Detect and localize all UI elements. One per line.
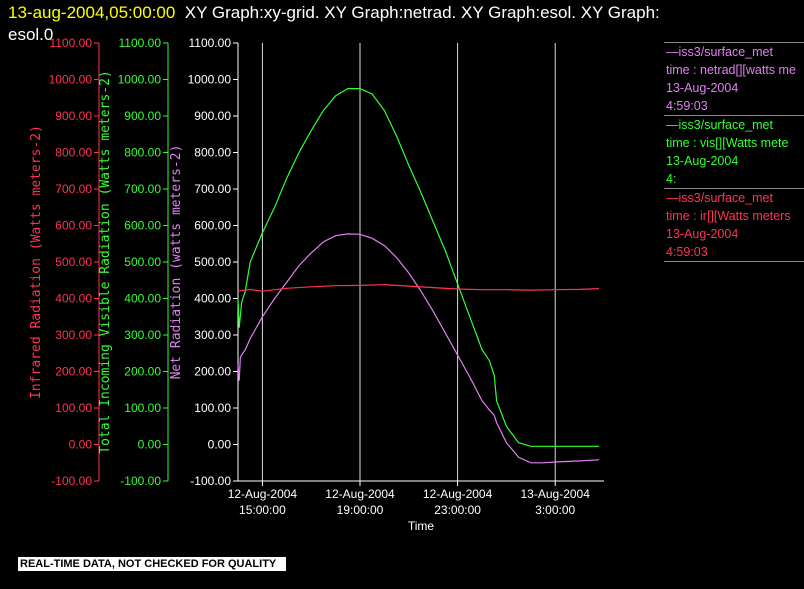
x-tick-label: 15:00:00 xyxy=(239,503,286,517)
legend-source: —iss3/surface_met xyxy=(666,191,773,205)
y-tick-label: 500.00 xyxy=(124,255,161,269)
legend-time: 4: xyxy=(666,172,677,186)
y-tick-label: 1000.00 xyxy=(188,73,232,87)
y-tick-label: -100.00 xyxy=(51,474,92,488)
y-tick-label: 500.00 xyxy=(55,255,92,269)
x-tick-label: 12-Aug-2004 xyxy=(228,487,298,501)
title-graph-list-cont: esol.0 xyxy=(8,25,54,44)
x-tick-label: 19:00:00 xyxy=(337,503,384,517)
y-tick-label: 500.00 xyxy=(194,255,231,269)
title-date: 13-aug-2004,05:00:00 xyxy=(8,3,176,22)
y-tick-label: 0.00 xyxy=(69,438,93,452)
title-graph-list: XY Graph:xy-grid. XY Graph:netrad. XY Gr… xyxy=(184,3,660,22)
y-tick-label: 900.00 xyxy=(124,109,161,123)
y-tick-label: 1100.00 xyxy=(50,36,93,50)
y-tick-label: 300.00 xyxy=(194,328,231,342)
series-line-netrad xyxy=(237,233,600,464)
legend-source: —iss3/surface_met xyxy=(666,118,773,132)
legend-entry-vis: —iss3/surface_met time : vis[][Watts met… xyxy=(664,115,804,188)
y-tick-label: 1100.00 xyxy=(189,36,232,50)
legend-entry-ir: —iss3/surface_met time : ir[][Watts mete… xyxy=(664,188,804,262)
y-tick-label: 700.00 xyxy=(124,182,161,196)
y-tick-label: 1000.00 xyxy=(118,73,162,87)
y-tick-label: 900.00 xyxy=(194,109,231,123)
y-axis-title: Total Incoming Visible Radiation (Watts … xyxy=(98,70,113,454)
y-tick-label: 1000.00 xyxy=(49,73,93,87)
y-tick-label: 100.00 xyxy=(194,401,231,415)
y-tick-label: 100.00 xyxy=(55,401,92,415)
y-tick-label: 900.00 xyxy=(55,109,92,123)
legend-variable: time : netrad[][watts me xyxy=(666,63,796,77)
y-tick-label: 100.00 xyxy=(124,401,161,415)
y-tick-label: 200.00 xyxy=(124,365,161,379)
legend: —iss3/surface_met time : netrad[][watts … xyxy=(664,42,804,262)
y-tick-label: 800.00 xyxy=(124,146,161,160)
y-tick-label: 700.00 xyxy=(194,182,231,196)
legend-time: 4:59:03 xyxy=(666,245,708,259)
x-tick-label: 13-Aug-2004 xyxy=(521,487,591,501)
y-tick-label: 600.00 xyxy=(55,219,92,233)
x-tick-label: 12-Aug-2004 xyxy=(325,487,395,501)
y-tick-label: 0.00 xyxy=(138,438,162,452)
y-axis-title: Infrared Radiation (Watts meters-2) xyxy=(29,125,44,399)
legend-source: —iss3/surface_met xyxy=(666,45,773,59)
y-tick-label: 600.00 xyxy=(124,219,161,233)
y-tick-label: 700.00 xyxy=(55,182,92,196)
y-tick-label: 0.00 xyxy=(208,438,232,452)
x-axis-title: Time xyxy=(408,519,435,533)
quality-notice: REAL-TIME DATA, NOT CHECKED FOR QUALITY xyxy=(18,557,287,571)
y-tick-label: 600.00 xyxy=(194,219,231,233)
y-tick-label: 400.00 xyxy=(55,292,92,306)
legend-variable: time : vis[][Watts mete xyxy=(666,136,789,150)
y-tick-label: 400.00 xyxy=(124,292,161,306)
y-tick-label: 1100.00 xyxy=(119,36,162,50)
y-axis-title: Net Radiation (watts meters-2) xyxy=(169,145,184,380)
legend-date: 13-Aug-2004 xyxy=(666,227,739,241)
legend-entry-netrad: —iss3/surface_met time : netrad[][watts … xyxy=(664,42,804,115)
y-tick-label: 300.00 xyxy=(55,328,92,342)
legend-variable: time : ir[][Watts meters xyxy=(666,209,791,223)
y-tick-label: 200.00 xyxy=(194,365,231,379)
x-tick-label: 3:00:00 xyxy=(535,503,575,517)
y-tick-label: 300.00 xyxy=(124,328,161,342)
x-tick-label: 12-Aug-2004 xyxy=(423,487,493,501)
legend-date: 13-Aug-2004 xyxy=(666,81,739,95)
y-tick-label: 400.00 xyxy=(194,292,231,306)
y-tick-label: -100.00 xyxy=(190,474,231,488)
y-tick-label: 800.00 xyxy=(55,146,92,160)
y-tick-label: -100.00 xyxy=(120,474,161,488)
legend-time: 4:59:03 xyxy=(666,99,708,113)
series-line-vis xyxy=(237,87,600,447)
series-line-ir xyxy=(237,283,600,292)
y-tick-label: 800.00 xyxy=(194,146,231,160)
y-tick-label: 200.00 xyxy=(55,365,92,379)
legend-date: 13-Aug-2004 xyxy=(666,154,739,168)
x-tick-label: 23:00:00 xyxy=(434,503,481,517)
graph-title: 13-aug-2004,05:00:00 XY Graph:xy-grid. X… xyxy=(8,2,798,46)
